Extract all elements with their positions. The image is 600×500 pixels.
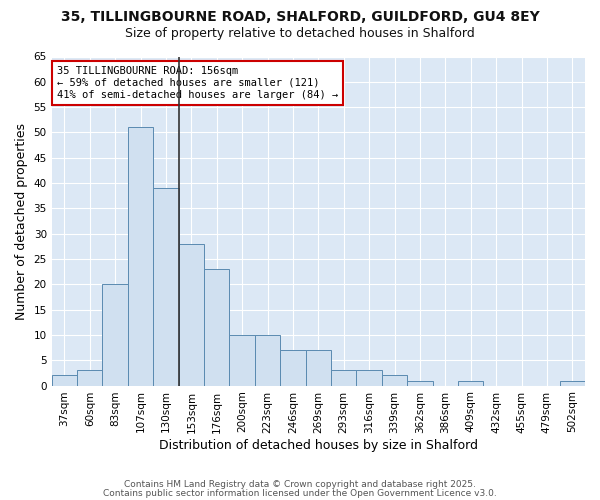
Bar — [356, 370, 382, 386]
Bar — [179, 244, 204, 386]
Bar — [153, 188, 179, 386]
Bar — [52, 376, 77, 386]
Text: 35 TILLINGBOURNE ROAD: 156sqm
← 59% of detached houses are smaller (121)
41% of : 35 TILLINGBOURNE ROAD: 156sqm ← 59% of d… — [57, 66, 338, 100]
Bar — [407, 380, 433, 386]
Bar — [382, 376, 407, 386]
Bar — [458, 380, 484, 386]
Text: Size of property relative to detached houses in Shalford: Size of property relative to detached ho… — [125, 28, 475, 40]
X-axis label: Distribution of detached houses by size in Shalford: Distribution of detached houses by size … — [159, 440, 478, 452]
Bar — [77, 370, 103, 386]
Y-axis label: Number of detached properties: Number of detached properties — [15, 122, 28, 320]
Text: 35, TILLINGBOURNE ROAD, SHALFORD, GUILDFORD, GU4 8EY: 35, TILLINGBOURNE ROAD, SHALFORD, GUILDF… — [61, 10, 539, 24]
Text: Contains HM Land Registry data © Crown copyright and database right 2025.: Contains HM Land Registry data © Crown c… — [124, 480, 476, 489]
Bar — [255, 335, 280, 386]
Bar — [103, 284, 128, 386]
Bar — [331, 370, 356, 386]
Bar — [280, 350, 305, 386]
Bar — [204, 269, 229, 386]
Bar — [560, 380, 585, 386]
Bar — [128, 128, 153, 386]
Bar — [305, 350, 331, 386]
Bar — [229, 335, 255, 386]
Text: Contains public sector information licensed under the Open Government Licence v3: Contains public sector information licen… — [103, 488, 497, 498]
